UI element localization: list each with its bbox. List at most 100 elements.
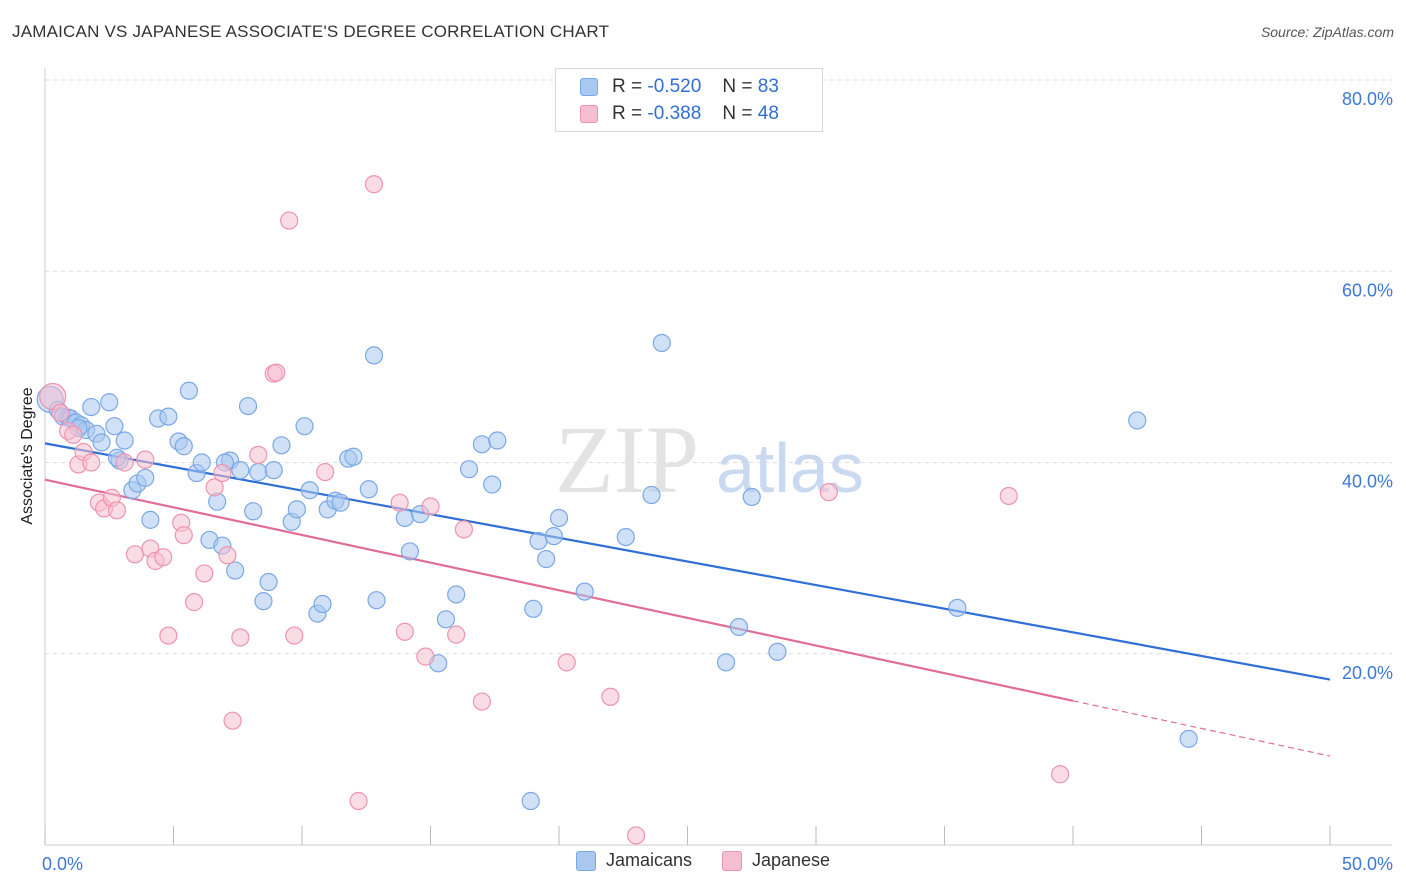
data-point-japanese	[316, 462, 335, 482]
data-point-jamaicans	[272, 436, 291, 455]
data-point-jamaicans	[92, 433, 111, 452]
data-point-jamaicans	[642, 485, 661, 505]
data-point-japanese	[267, 363, 286, 382]
legend-label-jamaicans: Jamaicans	[605, 850, 692, 870]
data-point-japanese	[999, 486, 1018, 506]
data-point-japanese	[64, 425, 83, 444]
data-point-japanese	[159, 626, 178, 645]
data-point-jamaicans	[249, 462, 268, 482]
data-point-japanese	[447, 625, 466, 644]
data-point-japanese	[136, 450, 155, 469]
y-tick-label: 20.0%	[1342, 663, 1393, 683]
legend-swatch-japanese	[721, 850, 742, 871]
data-point-jamaicans	[472, 435, 491, 454]
data-point-japanese	[218, 546, 237, 565]
data-point-jamaicans	[300, 481, 319, 500]
data-point-jamaicans	[287, 500, 306, 519]
data-point-japanese	[349, 791, 368, 811]
data-point-jamaicans	[549, 508, 569, 528]
data-point-japanese	[819, 483, 838, 502]
data-point-jamaicans	[447, 585, 466, 604]
legend-n-value: 83	[757, 76, 779, 97]
data-point-jamaicans	[82, 397, 101, 417]
data-point-jamaicans	[529, 531, 548, 551]
data-point-jamaicans	[174, 437, 193, 456]
legend-swatch-jamaicans	[580, 78, 598, 96]
data-point-japanese	[115, 453, 134, 472]
watermark-atlas: atlas	[716, 429, 864, 507]
data-point-jamaicans	[192, 453, 211, 472]
data-point-jamaicans	[488, 431, 507, 450]
data-point-jamaicans	[544, 527, 563, 546]
x-tick-label: 50.0%	[1342, 854, 1393, 874]
data-point-jamaicans	[367, 591, 386, 610]
data-point-jamaicans	[1128, 411, 1147, 430]
data-point-japanese	[395, 622, 414, 641]
data-point-jamaicans	[768, 642, 787, 661]
data-point-japanese	[223, 711, 242, 730]
watermark-zip: ZIP	[555, 406, 699, 513]
legend-row-jamaicans: R = -0.520 N = 83	[580, 73, 779, 101]
data-point-japanese	[285, 626, 304, 645]
data-point-jamaicans	[238, 396, 258, 416]
data-point-jamaicans	[616, 527, 635, 547]
data-point-jamaicans	[524, 599, 543, 618]
data-point-jamaicans	[359, 480, 378, 499]
data-point-jamaicans	[652, 333, 671, 353]
data-point-jamaicans	[244, 502, 263, 521]
y-tick-label: 60.0%	[1342, 280, 1393, 300]
x-tick-label: 0.0%	[42, 854, 83, 874]
data-point-jamaicans	[436, 610, 456, 629]
data-point-jamaicans	[226, 561, 245, 580]
data-point-japanese	[601, 687, 620, 706]
data-point-jamaicans	[141, 510, 160, 529]
data-point-japanese	[1051, 765, 1070, 784]
data-point-jamaicans	[344, 447, 363, 466]
legend-n-label: N =	[722, 103, 753, 124]
data-point-japanese	[213, 463, 232, 483]
data-point-jamaicans	[483, 475, 502, 494]
data-point-jamaicans	[537, 549, 556, 569]
legend-r-label: R =	[612, 76, 643, 97]
data-point-jamaicans	[105, 417, 124, 436]
data-point-jamaicans	[716, 653, 736, 672]
tick-labels: 20.0% 40.0% 60.0% 80.0% 0.0% 50.0%	[42, 89, 1393, 874]
trend-lines	[44, 442, 1331, 757]
data-point-jamaicans	[100, 393, 119, 412]
data-point-jamaicans	[575, 582, 594, 601]
data-point-japanese	[195, 564, 214, 583]
data-point-jamaicans	[364, 346, 384, 365]
data-point-japanese	[82, 453, 101, 472]
y-tick-label: 40.0%	[1342, 472, 1393, 492]
data-point-japanese	[421, 497, 440, 516]
legend-r-value: -0.520	[647, 76, 702, 97]
y-tick-label: 80.0%	[1342, 89, 1393, 109]
chart-title: JAMAICAN VS JAPANESE ASSOCIATE'S DEGREE …	[12, 22, 610, 41]
data-point-jamaicans	[313, 594, 332, 614]
data-point-japanese	[107, 501, 127, 520]
data-point-japanese	[280, 211, 299, 230]
data-point-japanese	[205, 478, 224, 497]
data-point-japanese	[390, 493, 409, 512]
series-legend: Jamaicans Japanese	[0, 850, 1406, 871]
correlation-legend: R = -0.520 N = 83 R = -0.388 N = 48	[555, 68, 823, 132]
data-point-japanese	[557, 653, 576, 672]
data-point-japanese	[364, 175, 384, 194]
data-point-jamaicans	[259, 572, 278, 592]
trend-line-extension-japanese	[1072, 700, 1331, 757]
legend-n-label: N =	[722, 76, 753, 97]
data-point-japanese	[472, 692, 491, 711]
legend-row-japanese: R = -0.388 N = 48	[580, 100, 779, 128]
data-points	[36, 175, 1198, 845]
data-point-japanese	[125, 545, 145, 564]
source-credit: Source: ZipAtlas.com	[1260, 24, 1394, 40]
data-point-jamaicans	[742, 487, 761, 507]
data-point-japanese	[416, 647, 435, 666]
data-point-japanese	[454, 520, 474, 539]
trend-line-japanese	[44, 478, 1074, 702]
data-point-jamaicans	[331, 493, 350, 512]
legend-item-japanese: Japanese	[721, 850, 830, 871]
data-point-jamaicans	[159, 407, 178, 426]
data-point-japanese	[184, 593, 204, 612]
